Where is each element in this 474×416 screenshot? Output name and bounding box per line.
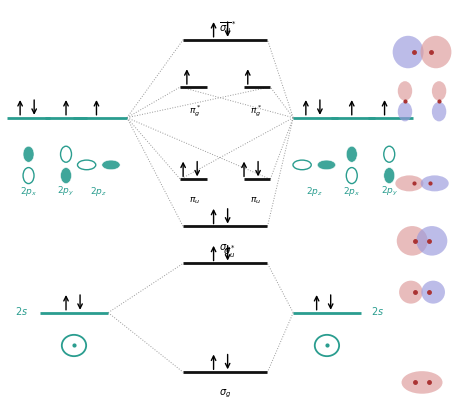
- Ellipse shape: [61, 168, 72, 183]
- Ellipse shape: [317, 160, 336, 170]
- Ellipse shape: [398, 81, 412, 101]
- Text: $2p_y$: $2p_y$: [381, 185, 398, 198]
- Text: $2p_z$: $2p_z$: [306, 185, 323, 198]
- Text: $\overline{\sigma_u}^*$: $\overline{\sigma_u}^*$: [219, 20, 237, 37]
- Ellipse shape: [432, 102, 447, 121]
- Ellipse shape: [417, 226, 447, 255]
- Ellipse shape: [346, 146, 357, 162]
- Ellipse shape: [395, 176, 423, 191]
- Text: $2p_x$: $2p_x$: [343, 185, 360, 198]
- Ellipse shape: [384, 146, 395, 162]
- Text: $\pi_u$: $\pi_u$: [250, 196, 261, 206]
- Ellipse shape: [420, 176, 449, 191]
- Text: $\sigma_g$: $\sigma_g$: [219, 388, 231, 400]
- Ellipse shape: [23, 168, 34, 183]
- Text: $\pi_g^*$: $\pi_g^*$: [250, 103, 262, 119]
- Ellipse shape: [61, 146, 72, 162]
- Text: $2p_x$: $2p_x$: [20, 185, 37, 198]
- Ellipse shape: [23, 146, 34, 162]
- Text: $\sigma_g$: $\sigma_g$: [219, 243, 231, 255]
- Ellipse shape: [384, 168, 395, 183]
- Ellipse shape: [399, 281, 423, 304]
- Ellipse shape: [397, 226, 428, 255]
- Ellipse shape: [421, 281, 445, 304]
- Ellipse shape: [420, 36, 451, 68]
- Text: $2s$: $2s$: [371, 305, 384, 317]
- Ellipse shape: [401, 371, 443, 394]
- Ellipse shape: [392, 36, 424, 68]
- Text: $\sigma_u^*$: $\sigma_u^*$: [223, 243, 237, 260]
- Ellipse shape: [293, 160, 311, 170]
- Ellipse shape: [346, 168, 357, 183]
- Text: $\pi_g^*$: $\pi_g^*$: [189, 103, 201, 119]
- Ellipse shape: [398, 102, 412, 121]
- Text: $2p_y$: $2p_y$: [57, 185, 75, 198]
- Text: $2p_z$: $2p_z$: [91, 185, 107, 198]
- Ellipse shape: [102, 160, 120, 170]
- Text: $2s$: $2s$: [15, 305, 28, 317]
- Ellipse shape: [77, 160, 96, 170]
- Text: $\pi_u$: $\pi_u$: [189, 196, 201, 206]
- Ellipse shape: [432, 81, 447, 101]
